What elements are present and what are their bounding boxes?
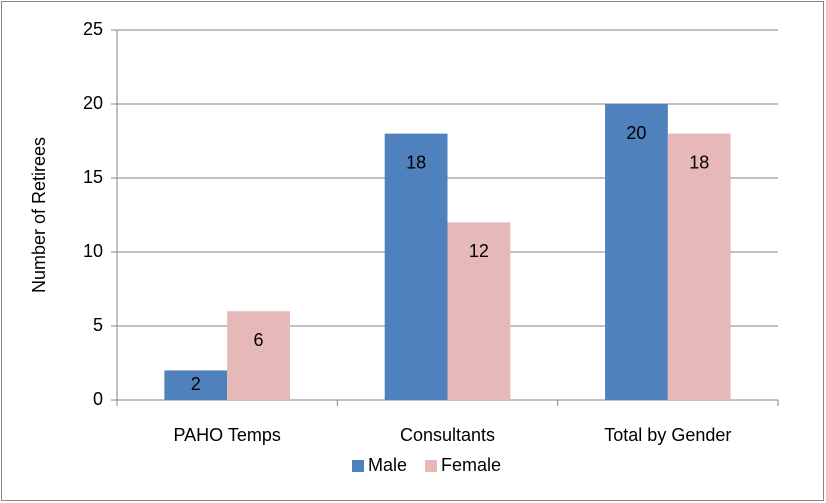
data-label: 2 (191, 374, 201, 394)
legend-label: Male (368, 455, 407, 475)
y-tick-label: 10 (83, 241, 103, 261)
x-tick-label: Total by Gender (604, 425, 731, 445)
legend-swatch (425, 460, 438, 472)
bar (447, 222, 511, 400)
x-tick-label: Consultants (400, 425, 495, 445)
bar (164, 370, 228, 400)
y-tick-label: 5 (93, 315, 103, 335)
data-label: 18 (689, 152, 709, 172)
data-label: 20 (626, 123, 646, 143)
y-tick-label: 25 (83, 19, 103, 39)
legend-swatch (352, 460, 364, 472)
y-tick-label: 0 (93, 389, 103, 409)
legend-label: Female (441, 455, 501, 475)
y-axis-label: Number of Retirees (29, 137, 49, 293)
bar (384, 133, 448, 400)
bar (605, 104, 668, 400)
data-label: 12 (469, 241, 489, 261)
data-label: 18 (406, 152, 426, 172)
data-label: 6 (254, 330, 264, 350)
bar (227, 311, 290, 400)
bar (667, 133, 731, 400)
x-tick-label: PAHO Temps (173, 425, 280, 445)
y-tick-label: 20 (83, 93, 103, 113)
y-tick-label: 15 (83, 167, 103, 187)
